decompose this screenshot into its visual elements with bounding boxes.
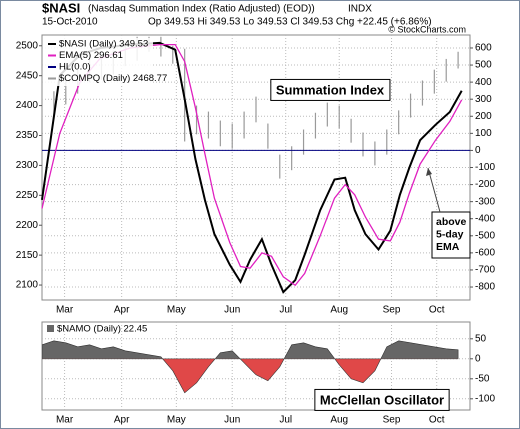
x-tick-label: Jul	[279, 415, 292, 426]
y-tick-label: 2350	[16, 130, 39, 141]
legend-label: $NASI (Daily) 349.53	[59, 39, 148, 50]
y-tick-label: -50	[475, 373, 490, 384]
annotation: Summation Index	[276, 82, 385, 97]
y2-tick-label: -500	[475, 230, 495, 241]
y-tick-label: 0	[475, 353, 481, 364]
y2-tick-label: -700	[475, 265, 495, 276]
legend-box	[45, 38, 153, 86]
callout-box	[431, 211, 471, 259]
x-tick-label: Jul	[279, 305, 292, 316]
y2-tick-label: 600	[475, 43, 492, 54]
exchange: INDX	[348, 4, 372, 15]
legend-label: EMA(5) 296.61	[59, 50, 123, 61]
y-tick-label: 2200	[16, 220, 39, 231]
x-tick-label: May	[167, 305, 186, 316]
x-tick-label: Jun	[224, 415, 240, 426]
x-tick-label: Sep	[383, 415, 401, 426]
x-tick-label: Mar	[56, 415, 74, 426]
y2-tick-label: -600	[475, 248, 495, 259]
annotation: McClellan Oscillator	[320, 392, 444, 407]
x-tick-label: Aug	[330, 415, 348, 426]
y-tick-label: 2300	[16, 160, 39, 171]
y-tick-label: 2450	[16, 70, 39, 81]
callout-arrow	[427, 167, 441, 213]
y-tick-label: 2400	[16, 100, 39, 111]
y-tick-label: 2500	[16, 40, 39, 51]
area-positive	[42, 340, 459, 359]
y2-tick-label: 0	[475, 145, 481, 156]
x-tick-label: Mar	[56, 305, 74, 316]
y2-tick-label: -400	[475, 213, 495, 224]
date: 15-Oct-2010	[42, 17, 98, 28]
x-tick-label: Oct	[429, 415, 445, 426]
x-tick-label: Jun	[224, 305, 240, 316]
legend-label: $COMPQ (Daily) 2468.77	[59, 73, 167, 84]
annotation-box	[270, 78, 391, 101]
legend-label: $NAMO (Daily) 22.45	[57, 324, 147, 335]
y-tick-label: 2100	[16, 280, 39, 291]
symbol: $NASI	[42, 0, 80, 15]
y2-tick-label: 300	[475, 94, 492, 105]
callout-text: 5-day	[436, 228, 464, 240]
y2-tick-label: -200	[475, 179, 495, 190]
x-tick-label: Aug	[330, 305, 348, 316]
y2-tick-label: 400	[475, 77, 492, 88]
y2-tick-label: 100	[475, 128, 492, 139]
y2-tick-label: -800	[475, 282, 495, 293]
x-tick-label: May	[167, 415, 186, 426]
x-tick-label: Sep	[383, 305, 401, 316]
area-negative	[42, 358, 459, 394]
y-tick-label: 50	[475, 333, 487, 344]
y-tick-label: 2150	[16, 250, 39, 261]
callout-text: EMA	[436, 241, 460, 253]
y-tick-label: -100	[475, 393, 495, 404]
y2-tick-label: -100	[475, 162, 495, 173]
x-tick-label: Apr	[114, 305, 130, 316]
y2-tick-label: -300	[475, 196, 495, 207]
y2-tick-label: 500	[475, 60, 492, 71]
series-line	[41, 43, 463, 287]
y-tick-label: 2250	[16, 190, 39, 201]
legend-swatch	[47, 325, 54, 332]
legend-label: HL(0.0)	[59, 62, 91, 73]
x-tick-label: Apr	[114, 415, 130, 426]
callout-arrowhead	[426, 168, 432, 176]
annotation-box	[314, 388, 450, 411]
copyright: © StockCharts.com	[388, 24, 466, 34]
quote: Op 349.53 Hi 349.53 Lo 349.53 Cl 349.53 …	[148, 17, 432, 28]
description: (Nasdaq Summation Index (Ratio Adjusted)…	[88, 4, 315, 15]
callout-text: above	[436, 216, 467, 228]
y2-tick-label: 200	[475, 111, 492, 122]
x-tick-label: Oct	[429, 305, 445, 316]
